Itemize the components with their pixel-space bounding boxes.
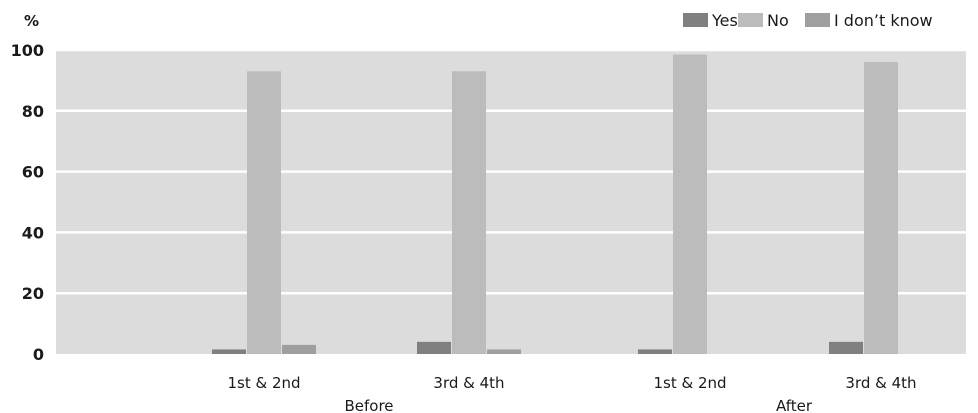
- bar-yes: [638, 349, 672, 354]
- x-category-label: 1st & 2nd: [653, 374, 726, 392]
- legend-swatch: [738, 13, 763, 27]
- x-category-label: 3rd & 4th: [433, 374, 504, 392]
- bar-no: [864, 62, 898, 354]
- bar-yes: [417, 341, 451, 354]
- x-category-label: 3rd & 4th: [845, 374, 916, 392]
- bar-no: [247, 71, 281, 354]
- y-tick-label: 80: [22, 102, 44, 121]
- bar-no: [673, 54, 707, 355]
- y-axis-ticks: 0 20 40 60 80 100: [11, 41, 44, 364]
- group-labels: Before After: [344, 397, 812, 413]
- y-tick-label: 0: [33, 345, 44, 364]
- plot-background: [56, 50, 966, 354]
- legend-swatch: [805, 13, 830, 27]
- category-labels: 1st & 2nd 3rd & 4th 1st & 2nd 3rd & 4th: [227, 374, 916, 392]
- bar-yes: [212, 349, 246, 354]
- x-group-label: After: [776, 397, 813, 413]
- legend-label: No: [767, 11, 789, 30]
- gridlines: [56, 48, 966, 295]
- x-group-label: Before: [344, 397, 393, 413]
- y-tick-label: 40: [22, 223, 44, 242]
- y-tick-label: 20: [22, 284, 44, 303]
- legend-label: Yes: [711, 11, 738, 30]
- legend-label: I don’t know: [834, 11, 933, 30]
- x-category-label: 1st & 2nd: [227, 374, 300, 392]
- y-tick-label: 100: [11, 41, 44, 60]
- y-axis-unit: %: [24, 12, 39, 30]
- legend: Yes No I don’t know: [683, 11, 933, 30]
- legend-swatch: [683, 13, 708, 27]
- bar-yes: [829, 341, 863, 354]
- bars: [212, 54, 898, 355]
- y-tick-label: 60: [22, 163, 44, 182]
- bar-no: [452, 71, 486, 354]
- bar-i-don-t-know: [487, 349, 521, 354]
- bar-i-don-t-know: [282, 344, 316, 354]
